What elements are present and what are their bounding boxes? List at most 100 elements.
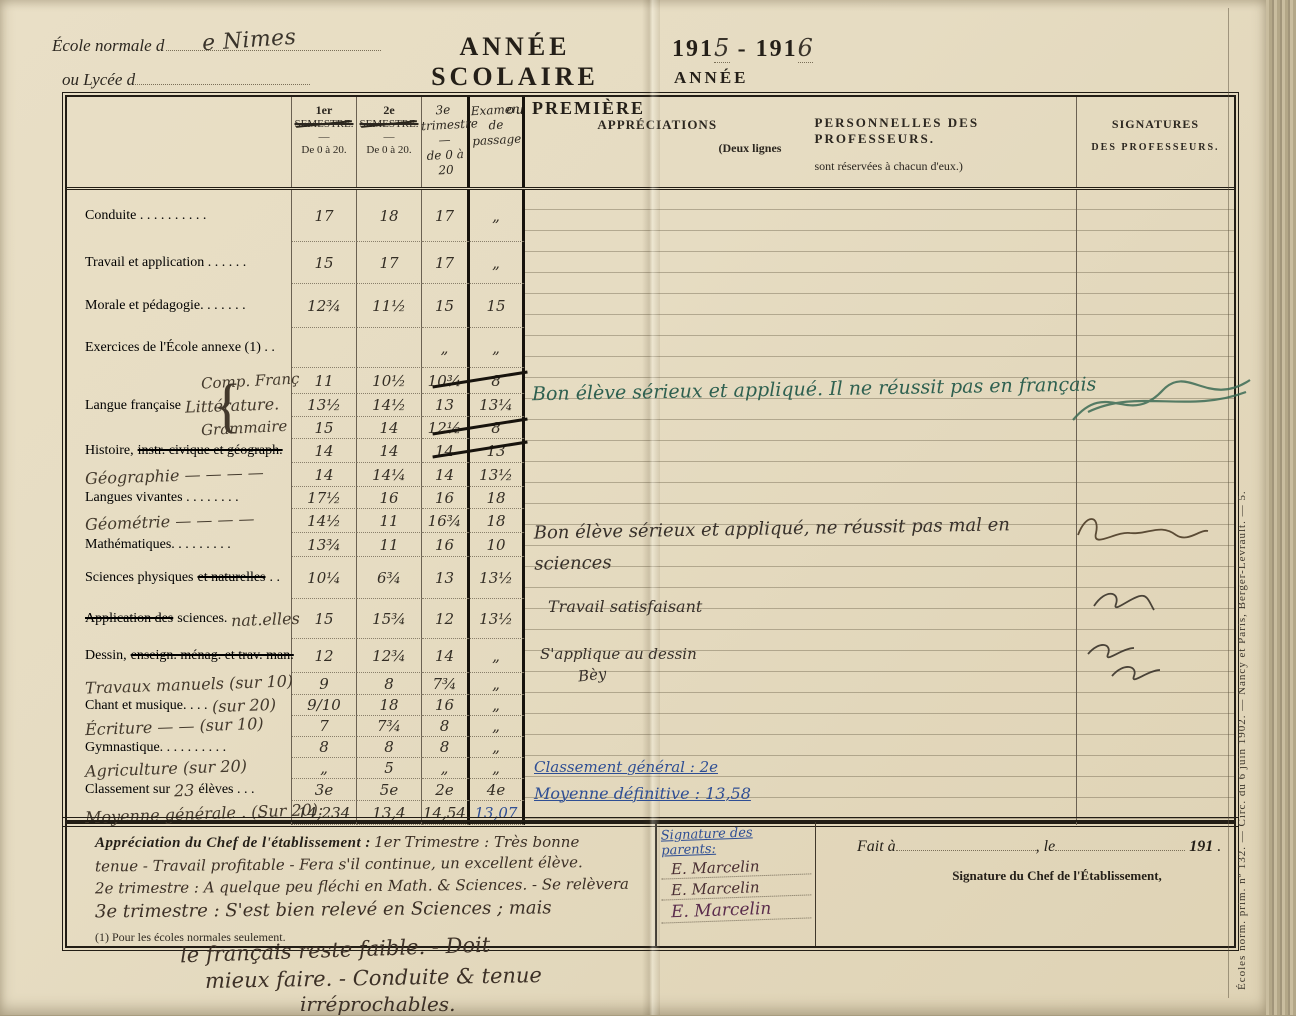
grade-value: 15¾ xyxy=(357,599,422,639)
subject-label: Grammaire xyxy=(67,417,292,439)
grade-value: 14 xyxy=(357,439,422,463)
grade-value: 13¾ xyxy=(292,533,357,557)
parent-signature: E. Marcelin xyxy=(660,895,812,924)
year-range: 1915 - 1916 xyxy=(672,34,814,63)
appreciation-cell xyxy=(525,190,1077,242)
table-header-row: 1er SEMESTRE. — De 0 à 20. 2e SEMESTRE. … xyxy=(67,97,1234,190)
table-row: Morale et pédagogie. . . . . . . 12¾ 11½ 15… xyxy=(67,284,1234,328)
col-header-sem1: 1er SEMESTRE. — De 0 à 20. xyxy=(292,97,357,187)
subject-label: Comp. Franç xyxy=(67,368,300,394)
grade-value: 3e xyxy=(292,779,357,801)
grade-value: „ xyxy=(470,716,525,737)
appreciation-cell xyxy=(525,509,1077,533)
subject-label: Travaux manuels (sur 10) xyxy=(67,670,294,698)
title-annee-scolaire: ANNÉE SCOLAIRE xyxy=(431,32,599,91)
signature-cell xyxy=(1077,328,1234,368)
note-sciences: Bon élève sérieux et appliqué, ne réussi… xyxy=(533,514,1011,575)
table-row: Géométrie — — — — 14½ 11 16¾ 18 xyxy=(67,509,1234,533)
subject-label-printed: Classement sur xyxy=(85,782,171,797)
subject-label-printed: Conduite . . . . . . . . . . xyxy=(85,208,207,223)
col-header-signatures: SIGNATURES DES PROFESSEURS. xyxy=(1091,117,1220,153)
grade-value: 5 xyxy=(357,758,422,779)
subject-label-handwritten: Écriture — — (sur 10) xyxy=(84,713,264,740)
col-header-sem2: 2e SEMESTRE. — De 0 à 20. xyxy=(357,97,422,187)
note-dessin: S'applique au dessin xyxy=(540,645,697,663)
grade-value: 14,54 xyxy=(422,801,470,825)
grade-value: „ xyxy=(422,758,470,779)
subject-label: Langue française {Littérature. xyxy=(67,372,292,438)
grade-value: „ xyxy=(470,758,525,779)
page-edge-stack xyxy=(1266,0,1296,1015)
grade-value: 8 xyxy=(432,368,528,394)
appreciation-cell xyxy=(525,779,1077,801)
grade-value: 18 xyxy=(470,509,525,533)
grade-value: 8 xyxy=(292,737,357,758)
grade-value: 13 xyxy=(422,394,470,417)
bottom-section: Appréciation du Chef de l'établissement … xyxy=(62,817,1239,951)
professor-signature-paraph-1 xyxy=(1093,592,1155,611)
lycee-line: ou Lycée d xyxy=(62,70,311,90)
table-row: Langues vivantes . . . . . . . . 17½ 16 16 1… xyxy=(67,487,1234,509)
grade-value: 13½ xyxy=(292,394,357,417)
page-margin xyxy=(1228,8,1263,998)
note-travail: Travail satisfaisant xyxy=(548,597,703,616)
appreciation-cell xyxy=(525,368,1077,394)
subject-label-handwritten: Géométrie — — — — xyxy=(84,508,255,534)
grade-value: „ xyxy=(292,758,357,779)
chef-line-7: irréprochables. xyxy=(300,992,456,1016)
grade-value: 9 xyxy=(292,673,357,695)
chef-line-6: mieux faire. - Conduite & tenue xyxy=(204,963,543,993)
grade-value: 13 xyxy=(422,557,470,599)
appreciation-cell xyxy=(525,695,1077,716)
grade-value: 14½ xyxy=(357,394,422,417)
table-row: Moyenne générale . (Sur 20): 14,234 13,4 14… xyxy=(67,799,1234,827)
grade-value: 14 xyxy=(357,417,422,439)
note-classement-general: Classement général : 2e xyxy=(534,758,718,776)
table-row: Gymnastique. . . . . . . . . . 8 8 8 „ xyxy=(67,737,1234,758)
chef-line-1: 1er Trimestre : Très bonne xyxy=(374,833,580,851)
chef-appreciation-block: Appréciation du Chef de l'établissement … xyxy=(95,832,647,923)
table-row: Mathématiques. . . . . . . . . 13¾ 11 16 10 xyxy=(67,533,1234,557)
grade-value: 11 xyxy=(357,533,422,557)
table-row: Conduite . . . . . . . . . . 17 18 17 „ xyxy=(67,190,1234,242)
grade-value: 11 xyxy=(357,509,422,533)
subject-label-printed: Gymnastique. . . . . . . . . . xyxy=(85,739,227,755)
table-row: Travaux manuels (sur 10) 9 8 7¾ „ xyxy=(67,670,1234,698)
table-row: Travail et application . . . . . . 15 17 17… xyxy=(67,242,1234,284)
subject-label: Moyenne générale . (Sur 20): xyxy=(67,799,324,826)
subject-label-printed: Chant et musique. . . . xyxy=(85,697,208,713)
title-premiere: ou PREMIÈRE xyxy=(506,98,645,118)
appreciation-cell xyxy=(525,487,1077,509)
grade-value: 8 xyxy=(357,673,422,695)
grade-value: 4e xyxy=(470,779,525,801)
grade-value: „ xyxy=(470,695,525,716)
table-row: Chant et musique. . . . (sur 20) 9/10 18 16 „ xyxy=(67,695,1234,716)
subject-label-printed: Dessin, xyxy=(85,648,127,663)
divider-parents xyxy=(815,822,816,946)
grade-value: 13½ xyxy=(470,463,525,487)
appreciation-cell xyxy=(525,801,1077,825)
subject-label-printed: Mathématiques. . . . . . . . . xyxy=(85,537,231,552)
subject-label-printed: élèves . . . xyxy=(198,782,255,797)
subject-label-printed: sciences. xyxy=(177,611,228,626)
grade-value: 15 xyxy=(470,284,525,328)
grade-value: 6¾ xyxy=(357,557,422,599)
grade-value xyxy=(357,328,422,368)
subject-label-printed: Exercices de l'École annexe (1) . . xyxy=(85,340,275,355)
grade-value: 14 xyxy=(422,463,470,487)
grade-value: 8 xyxy=(432,417,528,439)
subject-label-handwritten: 23 xyxy=(173,780,195,800)
subject-label-handwritten: Travaux manuels (sur 10) xyxy=(84,670,294,698)
grade-value: 18 xyxy=(357,190,422,242)
grade-value: 14 xyxy=(292,439,357,463)
grade-value: 14¼ xyxy=(357,463,422,487)
school-fill-line xyxy=(166,50,382,51)
school-name-line: École normale d e Nimes xyxy=(52,25,382,56)
grade-value: „ xyxy=(470,639,525,673)
subject-label: Sciences physiques et naturelles. . xyxy=(67,557,292,599)
grade-value: 12¾ xyxy=(357,639,422,673)
table-row: Classement sur 23 élèves . . . 3e 5e 2e 4e xyxy=(67,779,1234,801)
grade-value: 5e xyxy=(357,779,422,801)
grade-value: 14 xyxy=(292,463,357,487)
subject-label-struck: enseign. ménag. et trav. man. xyxy=(130,648,294,663)
